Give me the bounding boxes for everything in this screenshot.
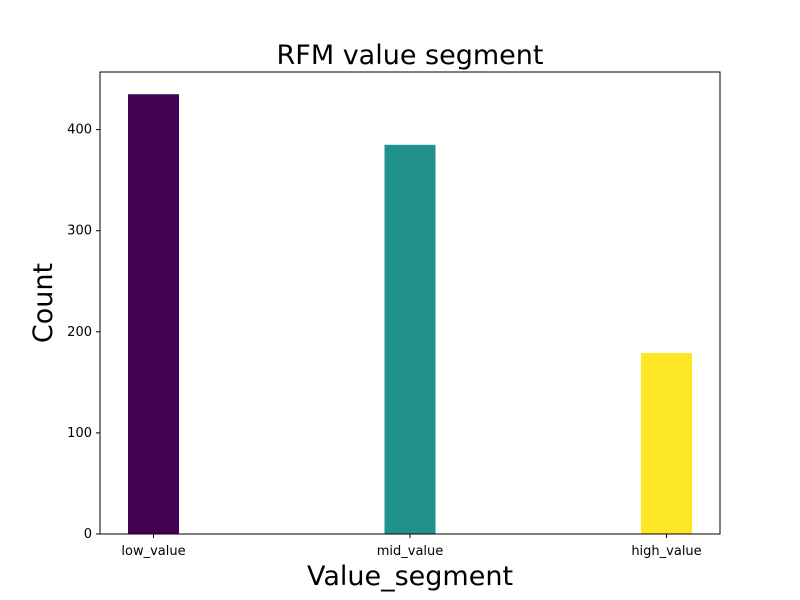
x-tick-label: mid_value [377,544,444,559]
chart-title: RFM value segment [277,40,544,71]
plot-area: low_value mid_value high_value 0 100 200 300 40… [67,71,721,559]
bar-low-value [128,94,179,535]
y-tick-label: 200 [67,325,92,340]
bar-mid-value [384,144,436,534]
x-tick-label: high_value [631,544,701,559]
x-axis-label: Value_segment [307,561,513,592]
y-tick-label: 300 [67,224,92,239]
y-tick-label: 0 [84,527,92,542]
plot-frame [99,71,721,535]
y-tick-label: 100 [67,426,92,441]
y-axis-label: Count [28,263,59,343]
bar-high-value [641,353,692,534]
y-tick-label: 400 [67,123,92,138]
x-tick-label: low_value [121,544,185,559]
